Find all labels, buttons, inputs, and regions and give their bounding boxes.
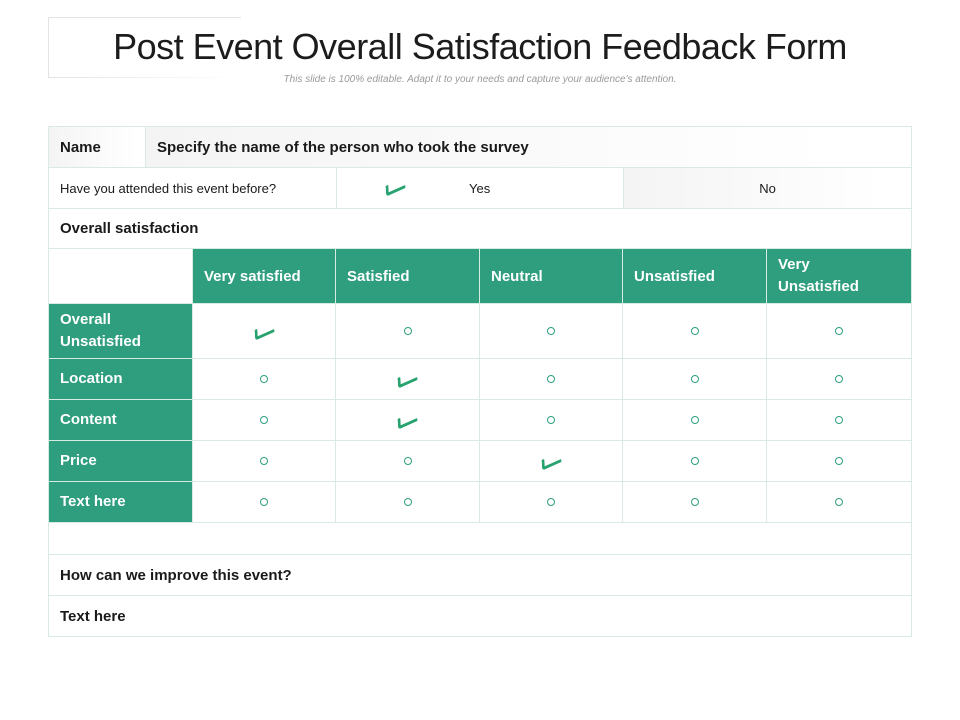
radio-circle-icon	[835, 416, 843, 424]
name-label: Name	[49, 127, 146, 167]
rating-option-cell[interactable]	[336, 304, 480, 358]
rating-option-cell[interactable]	[336, 482, 480, 522]
rating-row-label: Overall Unsatisfied	[49, 304, 193, 358]
rating-option-cell[interactable]	[336, 359, 480, 399]
rating-option-cell[interactable]	[336, 441, 480, 481]
rating-option-cell[interactable]	[480, 359, 623, 399]
name-row: Name Specify the name of the person who …	[48, 126, 912, 168]
rating-option-cell[interactable]	[193, 359, 336, 399]
radio-circle-icon	[690, 457, 699, 465]
radio-circle-icon	[547, 327, 555, 335]
overall-satisfaction-row: Overall satisfaction	[48, 209, 912, 249]
section-heading: Overall satisfaction	[60, 220, 199, 237]
radio-circle-icon	[690, 498, 699, 506]
rating-option-cell[interactable]	[480, 400, 623, 440]
rating-rows: Overall Unsatisfied Location Content Price T…	[48, 304, 912, 523]
rating-option-cell[interactable]	[767, 359, 911, 399]
rating-row: Price	[48, 441, 912, 482]
radio-circle-icon	[547, 498, 555, 506]
radio-circle-icon	[547, 416, 555, 424]
column-header-very-satisfied: Very satisfied	[193, 249, 336, 303]
check-icon	[397, 369, 418, 389]
improve-question-row: How can we improve this event?	[48, 555, 912, 596]
rating-option-cell[interactable]	[336, 400, 480, 440]
radio-circle-icon	[690, 375, 699, 383]
rating-option-cell[interactable]	[193, 482, 336, 522]
radio-circle-icon	[403, 327, 412, 335]
attended-row: Have you attended this event before? Yes…	[48, 168, 912, 209]
radio-circle-icon	[403, 457, 412, 465]
rating-header-row: Very satisfied Satisfied Neutral Unsatis…	[48, 249, 912, 304]
radio-circle-icon	[260, 375, 268, 383]
rating-row-label: Content	[49, 400, 193, 440]
rating-option-cell[interactable]	[480, 441, 623, 481]
rating-row: Overall Unsatisfied	[48, 304, 912, 359]
radio-circle-icon	[690, 416, 699, 424]
rating-row-label: Price	[49, 441, 193, 481]
column-header-unsatisfied: Unsatisfied	[623, 249, 767, 303]
improve-question: How can we improve this event?	[60, 566, 292, 584]
rating-option-cell[interactable]	[767, 400, 911, 440]
column-header-neutral: Neutral	[480, 249, 623, 303]
column-header-very-unsatisfied: Very Unsatisfied	[767, 249, 911, 303]
radio-circle-icon	[835, 327, 843, 335]
rating-row: Text here	[48, 482, 912, 523]
rating-option-cell[interactable]	[623, 482, 767, 522]
rating-option-cell[interactable]	[623, 359, 767, 399]
radio-circle-icon	[260, 416, 268, 424]
check-icon	[397, 410, 418, 430]
check-icon	[541, 451, 561, 471]
feedback-form: Name Specify the name of the person who …	[48, 126, 912, 637]
improve-answer-field[interactable]: Text here	[60, 607, 126, 625]
rating-option-cell[interactable]	[480, 304, 623, 358]
rating-option-cell[interactable]	[193, 304, 336, 358]
rating-row: Content	[48, 400, 912, 441]
rating-option-cell[interactable]	[767, 304, 911, 358]
rating-option-cell[interactable]	[767, 482, 911, 522]
rating-option-cell[interactable]	[480, 482, 623, 522]
blank-cell	[49, 523, 911, 554]
title-corner-bracket	[48, 17, 241, 78]
header-blank-cell	[49, 249, 193, 303]
improve-answer-row: Text here	[48, 596, 912, 637]
rating-row: Location	[48, 359, 912, 400]
radio-circle-icon	[260, 457, 268, 465]
yes-label: Yes	[469, 180, 491, 196]
rating-option-cell[interactable]	[623, 441, 767, 481]
radio-circle-icon	[835, 498, 843, 506]
radio-circle-icon	[403, 498, 412, 506]
page-title: Post Event Overall Satisfaction Feedback…	[113, 26, 847, 67]
radio-circle-icon	[835, 457, 843, 465]
rating-row-label: Text here	[49, 482, 193, 522]
column-header-satisfied: Satisfied	[336, 249, 480, 303]
rating-option-cell[interactable]	[767, 441, 911, 481]
check-icon	[254, 321, 274, 341]
name-field[interactable]: Specify the name of the person who took …	[146, 127, 911, 167]
attended-yes-option[interactable]: Yes	[337, 168, 624, 208]
page-subtitle: This slide is 100% editable. Adapt it to…	[283, 74, 677, 85]
attended-question: Have you attended this event before?	[49, 168, 337, 208]
radio-circle-icon	[260, 498, 268, 506]
check-icon	[385, 177, 406, 197]
radio-circle-icon	[835, 375, 843, 383]
rating-row-label: Location	[49, 359, 193, 399]
rating-option-cell[interactable]	[623, 400, 767, 440]
radio-circle-icon	[547, 375, 555, 383]
rating-option-cell[interactable]	[193, 441, 336, 481]
rating-option-cell[interactable]	[623, 304, 767, 358]
radio-circle-icon	[690, 327, 699, 335]
rating-option-cell[interactable]	[193, 400, 336, 440]
blank-row	[48, 523, 912, 555]
attended-no-option[interactable]: No	[624, 168, 911, 208]
